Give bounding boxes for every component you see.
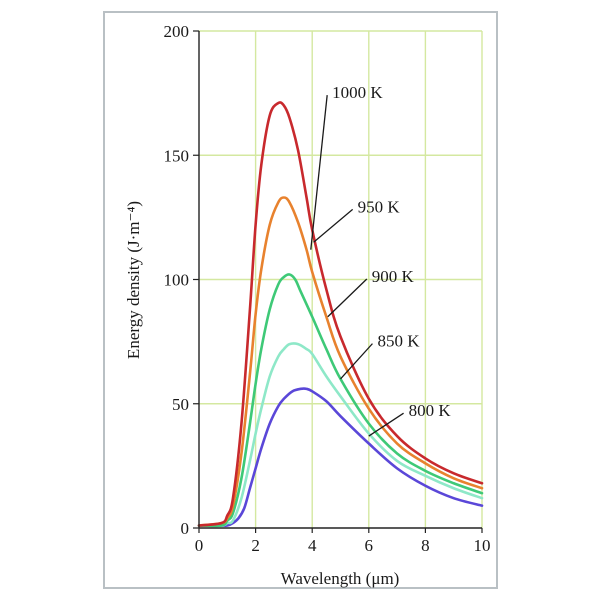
y-tick-label: 0 (181, 519, 190, 538)
x-tick-label: 6 (365, 536, 374, 555)
series-labels: 1000 K 950 K 900 K 850 K 800 K (310, 83, 452, 437)
y-tick-label: 200 (164, 22, 190, 41)
y-tick-label: 50 (172, 395, 189, 414)
series-line-900k (197, 273, 484, 528)
series-line-1000k (197, 101, 484, 527)
x-tick-label: 2 (251, 536, 260, 555)
x-tick-label: 4 (308, 536, 317, 555)
leader-line (313, 208, 354, 243)
y-tick-label: 150 (164, 146, 190, 165)
leader-line (310, 95, 328, 250)
x-tick-label: 0 (195, 536, 204, 555)
leader-line (327, 278, 368, 318)
leader-line (368, 412, 404, 437)
leader-line (340, 343, 373, 380)
series-label: 1000 K (332, 83, 383, 102)
series-label: 900 K (372, 267, 415, 286)
x-tick-label: 10 (474, 536, 491, 555)
x-axis-label: Wavelength (μm) (281, 569, 400, 588)
series-line-800k (197, 387, 484, 527)
series-line-850k (197, 342, 484, 527)
x-tick-label: 8 (421, 536, 430, 555)
y-axis-label: Energy density (J·m⁻⁴) (124, 201, 143, 359)
series-label: 800 K (409, 401, 452, 420)
series-label: 950 K (358, 197, 401, 216)
series-label: 850 K (377, 332, 420, 351)
figure-frame (103, 11, 498, 589)
grid (199, 30, 483, 528)
series-lines (197, 101, 484, 528)
y-tick-label: 100 (164, 271, 190, 290)
